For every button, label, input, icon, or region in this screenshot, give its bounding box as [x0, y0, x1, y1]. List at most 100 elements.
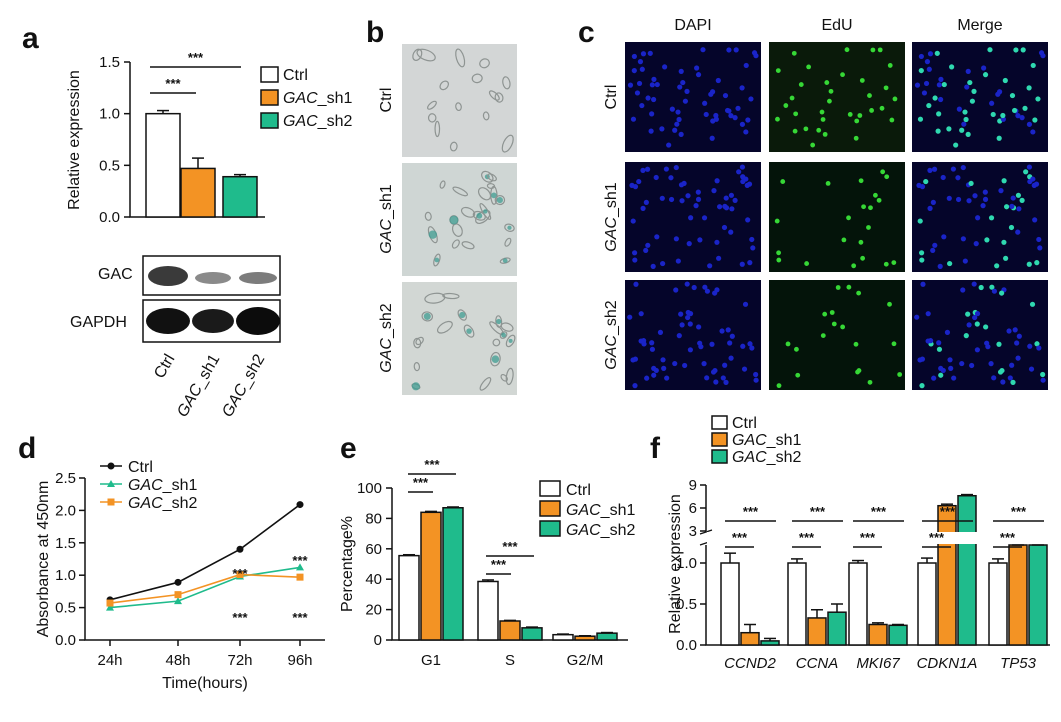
dapi-nucleus: [682, 98, 689, 104]
chart-e-ytick-label: 40: [365, 571, 382, 588]
dapi-nucleus: [753, 371, 759, 378]
chart-a-ylabel: Relative expression: [66, 70, 83, 210]
cell-outline: [439, 80, 449, 91]
cell-outline: [449, 141, 458, 152]
panel-c-row-label: GAC_sh2: [603, 300, 620, 369]
chart-e: Percentage% 0 20 40 60 80 100 G1 S G2/M *** *** ***…: [339, 457, 635, 669]
chart-a-ytick-label: 0.5: [99, 157, 120, 174]
dapi-nucleus: [747, 260, 753, 266]
merge-nucleus: [955, 196, 962, 203]
merge-nucleus: [982, 196, 989, 202]
merge-nucleus: [1016, 206, 1022, 212]
dapi-nucleus: [748, 96, 754, 102]
edu-nucleus: [877, 47, 883, 53]
chart-d-legend-marker: [107, 462, 115, 470]
senescence-stain: [491, 355, 500, 363]
merge-nucleus: [974, 321, 980, 327]
brightfield-image: [402, 44, 517, 157]
chart-d: Absorbance at 450nm Time(hours) 0.0 0.5 1.…: [35, 459, 325, 692]
dapi-nucleus: [639, 102, 645, 109]
panel-label-c: c: [578, 16, 595, 49]
dapi-nucleus: [700, 47, 706, 53]
chart-d-legend-marker: [107, 480, 115, 487]
merge-nucleus: [956, 106, 962, 112]
merge-nucleus: [919, 383, 925, 389]
fluorescence-image: [625, 42, 761, 152]
dapi-nucleus: [686, 241, 692, 247]
chart-f-bar: [760, 640, 780, 646]
merge-nucleus: [1002, 77, 1008, 84]
chart-f-significance: ***: [810, 504, 826, 519]
edu-nucleus: [880, 169, 886, 175]
merge-nucleus: [921, 90, 928, 96]
dapi-nucleus: [636, 178, 642, 185]
chart-f-break-gap: [707, 532, 1052, 544]
merge-nucleus: [923, 178, 929, 185]
merge-nucleus: [996, 341, 1002, 347]
dapi-nucleus: [639, 66, 645, 72]
merge-nucleus: [947, 260, 953, 267]
dapi-nucleus: [739, 261, 745, 267]
dapi-nucleus: [650, 263, 656, 269]
dapi-nucleus: [732, 197, 738, 203]
panel-c-images: DAPI EdU Merge Ctrl GAC_sh1 GAC_sh2: [603, 17, 1048, 390]
merge-nucleus: [948, 365, 954, 371]
edu-nucleus: [870, 47, 876, 53]
chart-d-ytick-label: 2.0: [55, 502, 76, 519]
cell-outline: [486, 173, 497, 182]
chart-f-significance: ***: [940, 504, 956, 519]
chart-f-xtick-label: CCNA: [796, 655, 839, 672]
merge-nucleus: [991, 288, 998, 294]
merge-nucleus: [1040, 371, 1046, 378]
cell-outline: [477, 187, 492, 201]
dapi-nucleus: [673, 236, 679, 242]
merge-nucleus: [961, 121, 967, 127]
merge-nucleus: [969, 362, 975, 369]
dapi-nucleus: [714, 239, 720, 245]
dapi-nucleus: [701, 361, 707, 367]
dapi-nucleus: [673, 164, 679, 171]
merge-nucleus: [965, 131, 971, 137]
panel-label-a: a: [22, 22, 39, 55]
edu-nucleus: [853, 341, 859, 347]
chart-d-legend-label: Ctrl: [128, 459, 153, 476]
merge-nucleus: [972, 314, 978, 321]
dapi-nucleus: [661, 365, 667, 371]
merge-nucleus: [982, 72, 989, 78]
chart-d-line: [109, 573, 301, 604]
dapi-nucleus: [732, 115, 738, 121]
merge-nucleus: [965, 311, 971, 317]
chart-a-bar: [145, 112, 181, 218]
panel-label-b: b: [366, 16, 384, 49]
merge-nucleus: [988, 361, 994, 367]
dapi-nucleus: [640, 167, 646, 173]
merge-nucleus: [981, 65, 987, 71]
merge-nucleus: [914, 82, 921, 88]
chart-e-significance: ***: [491, 557, 507, 572]
chart-f-legend-label: Ctrl: [732, 415, 757, 432]
fluorescence-image: [769, 280, 905, 390]
panel-b-images: Ctrl GAC_sh1 GAC_sh2: [378, 44, 517, 395]
band-gapdh-sh2: [236, 307, 280, 335]
chart-d-point: [296, 563, 304, 571]
dapi-nucleus: [637, 59, 644, 65]
chart-a-legend-swatch: [260, 112, 279, 129]
edu-nucleus: [883, 85, 889, 91]
merge-nucleus: [1010, 195, 1016, 201]
chart-f-legend-swatch: [711, 432, 728, 447]
chart-d-line: [109, 566, 301, 609]
merge-nucleus: [1026, 121, 1033, 127]
dapi-nucleus: [728, 355, 734, 361]
merge-nucleus: [1000, 112, 1006, 119]
dapi-nucleus: [691, 284, 697, 291]
merge-nucleus: [920, 281, 926, 287]
chart-e-xtick-label: G2/M: [567, 652, 604, 669]
dapi-nucleus: [630, 116, 637, 122]
western-lane-label: GAC_sh2: [219, 351, 268, 420]
chart-f-ytick-label: 0.0: [676, 637, 697, 654]
dapi-nucleus: [753, 377, 759, 383]
cell-outline: [451, 239, 460, 249]
chart-e-bar: [521, 627, 543, 641]
chart-d-point: [174, 597, 182, 605]
